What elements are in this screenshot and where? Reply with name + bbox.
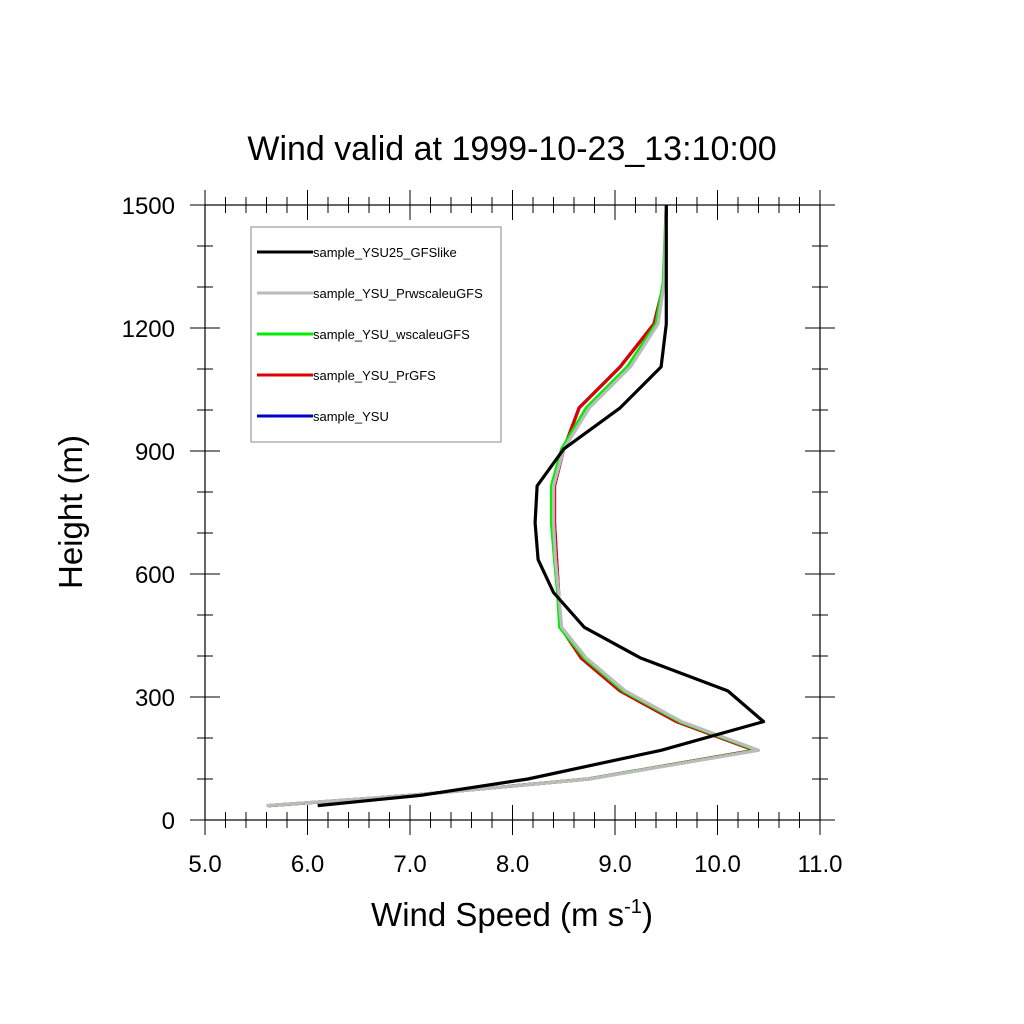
legend-label: sample_YSU_PrwscaleuGFS bbox=[313, 286, 483, 301]
y-tick-label: 1200 bbox=[122, 316, 175, 343]
x-axis-label-end: ) bbox=[642, 896, 653, 933]
x-tick-label: 5.0 bbox=[188, 851, 221, 878]
x-axis-label-main: Wind Speed (m s bbox=[371, 896, 624, 933]
legend: sample_YSU25_GFSlike sample_YSU_Prwscaleu… bbox=[250, 226, 502, 443]
x-tick-label: 10.0 bbox=[694, 851, 741, 878]
x-axis-label-superscript: -1 bbox=[624, 896, 642, 918]
legend-label: sample_YSU25_GFSlike bbox=[313, 245, 457, 260]
axis-ticks: 5.0 6.0 7.0 8.0 9.0 10.0 11.0 0 300 600 900 1200 150… bbox=[122, 190, 843, 878]
x-tick-label: 11.0 bbox=[798, 851, 843, 878]
x-tick-label: 8.0 bbox=[496, 851, 529, 878]
y-tick-label: 0 bbox=[162, 808, 175, 835]
y-tick-label: 300 bbox=[135, 685, 175, 712]
legend-label: sample_YSU bbox=[313, 409, 389, 424]
y-tick-label: 1500 bbox=[122, 193, 175, 220]
x-axis-label: Wind Speed (m s-1) bbox=[371, 896, 653, 933]
x-tick-label: 7.0 bbox=[393, 851, 426, 878]
legend-label: sample_YSU_PrGFS bbox=[313, 368, 436, 383]
y-axis-label: Height (m) bbox=[52, 435, 89, 589]
series-line-sample_YSU25_GFSlike bbox=[317, 205, 766, 808]
y-tick-label: 600 bbox=[135, 562, 175, 589]
plot-area bbox=[266, 204, 766, 808]
x-tick-label: 9.0 bbox=[598, 851, 631, 878]
series-line-sample_YSU_PrwscaleuGFS bbox=[266, 204, 761, 808]
legend-label: sample_YSU_wscaleuGFS bbox=[313, 327, 470, 342]
chart-title: Wind valid at 1999-10-23_13:10:00 bbox=[247, 130, 776, 168]
y-tick-label: 900 bbox=[135, 439, 175, 466]
x-tick-label: 6.0 bbox=[291, 851, 324, 878]
